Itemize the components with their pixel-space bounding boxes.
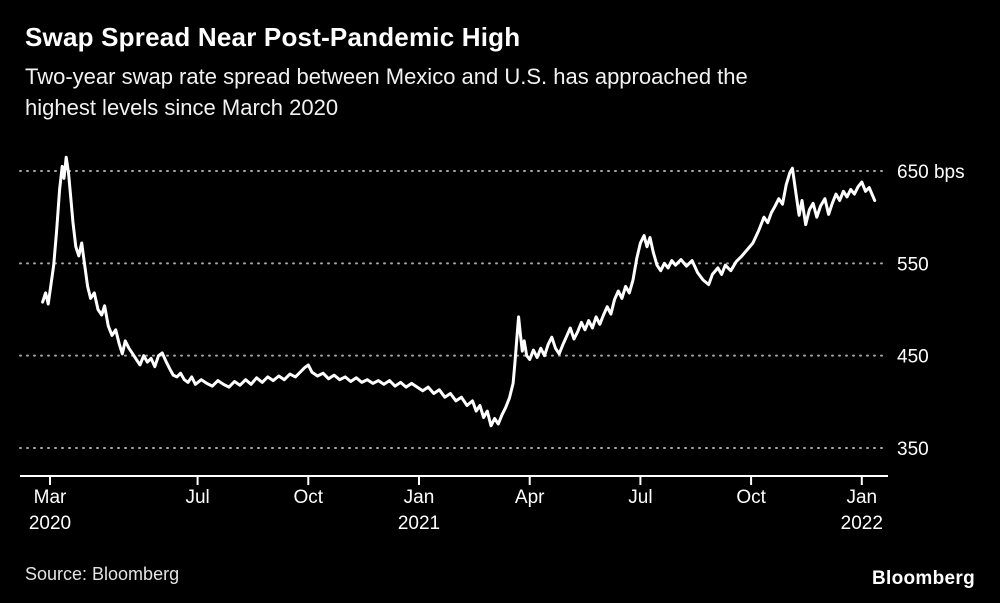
x-axis-label: Apr — [515, 487, 545, 508]
chart-subtitle: Two-year swap rate spread between Mexico… — [25, 64, 748, 121]
y-axis-label: 550 — [897, 254, 929, 275]
x-axis-label: Oct — [736, 487, 766, 508]
x-axis-label: Mar — [34, 487, 67, 508]
y-axis-label: 350 — [897, 439, 929, 460]
x-axis-label: Jul — [628, 487, 652, 508]
x-axis-label: Jan — [846, 487, 877, 508]
y-axis-label: 450 — [897, 347, 929, 368]
bloomberg-logo: Bloomberg — [872, 568, 975, 589]
y-axis-label: 650 bps — [897, 162, 965, 183]
spread-line-series — [41, 155, 877, 428]
source-label: Source: Bloomberg — [25, 564, 180, 584]
x-axis-year-label: 2022 — [841, 513, 883, 534]
x-axis-label: Jan — [404, 487, 435, 508]
x-axis-year-label: 2020 — [29, 513, 71, 534]
x-axis-label: Jul — [185, 487, 209, 508]
chart-title: Swap Spread Near Post-Pandemic High — [25, 22, 521, 52]
x-axis-year-label: 2021 — [398, 513, 440, 534]
chart-header: Swap Spread Near Post-Pandemic High Two-… — [25, 22, 975, 123]
x-axis-label: Oct — [294, 487, 324, 508]
